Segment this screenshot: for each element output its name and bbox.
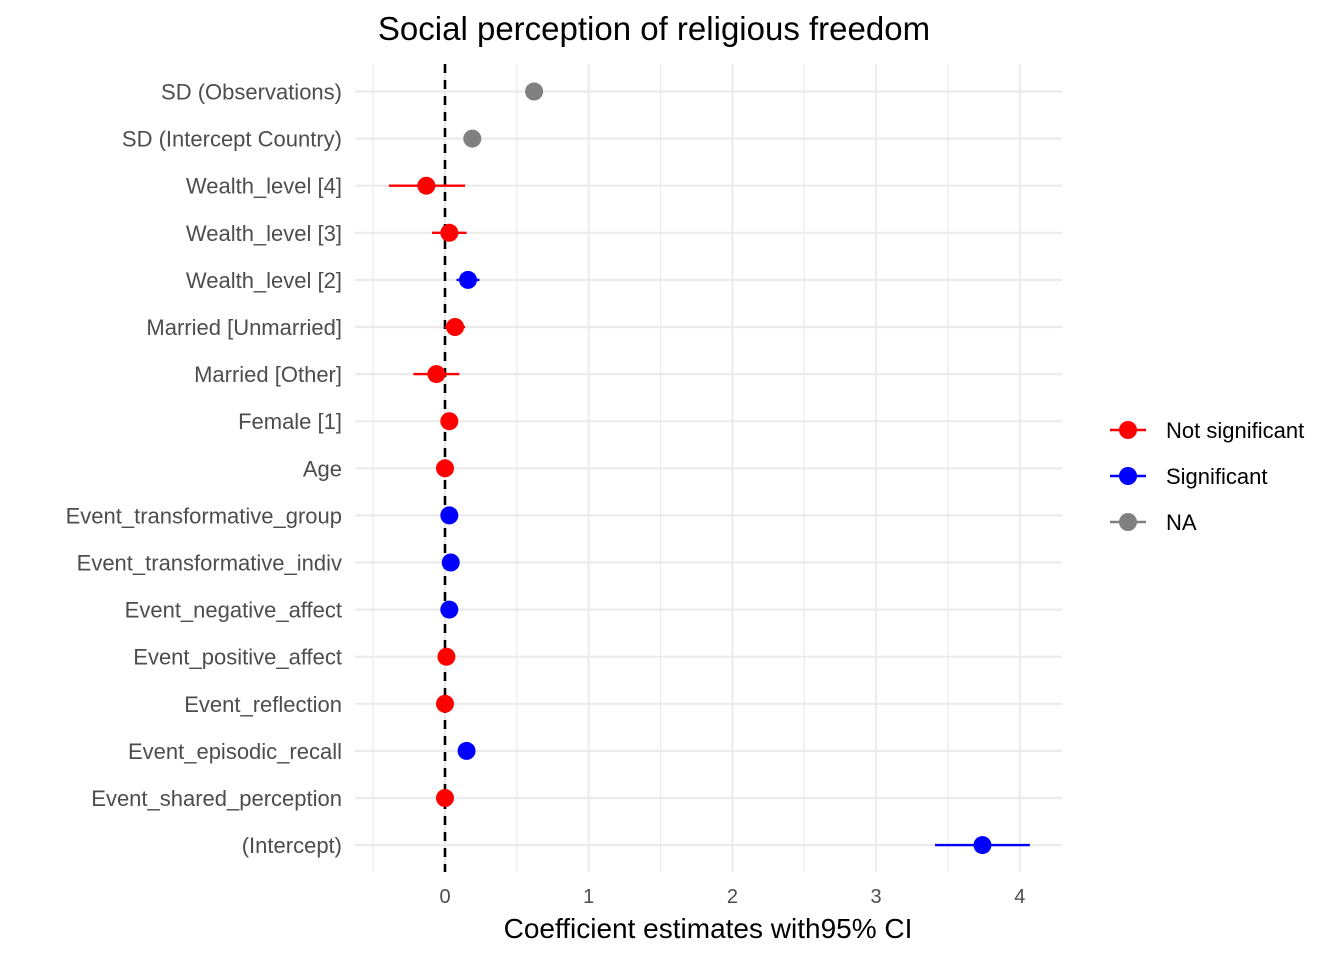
estimate-point	[458, 270, 477, 289]
y-tick-label: Event_negative_affect	[125, 598, 342, 623]
estimate-point	[436, 459, 454, 478]
y-tick-label: Event_positive_affect	[133, 645, 342, 670]
y-tick-label: (Intercept)	[242, 833, 342, 858]
x-tick-label: 2	[727, 886, 738, 908]
x-tick-label: 3	[871, 886, 882, 908]
estimate-point	[427, 365, 446, 384]
legend-key-point	[1119, 467, 1137, 485]
legend: Not significant Significant NA	[1110, 418, 1304, 535]
legend-item: Not significant	[1110, 418, 1304, 443]
y-tick-label: Female [1]	[238, 409, 342, 434]
y-tick-label: SD (Intercept Country)	[122, 127, 342, 152]
legend-item: Significant	[1110, 464, 1268, 489]
estimate-point	[525, 82, 544, 101]
x-tick-label: 0	[439, 886, 450, 908]
y-tick-label: Wealth_level [2]	[186, 268, 342, 293]
legend-label: NA	[1166, 510, 1197, 535]
x-axis-title: Coefficient estimates with95% CI	[504, 913, 913, 944]
legend-key-point	[1119, 513, 1137, 531]
y-tick-label: Wealth_level [4]	[186, 174, 342, 199]
y-tick-label: Married [Unmarried]	[146, 315, 342, 340]
estimate-point	[441, 553, 460, 572]
legend-key-point	[1119, 421, 1137, 439]
y-tick-label: Event_episodic_recall	[128, 739, 342, 764]
estimate-point	[446, 318, 465, 336]
estimate-point	[463, 129, 482, 148]
y-tick-label: Age	[303, 456, 342, 481]
estimate-point	[440, 600, 459, 619]
estimate-point	[973, 836, 992, 855]
y-tick-label: Wealth_level [3]	[186, 221, 342, 246]
y-tick-label: SD (Observations)	[161, 80, 342, 105]
estimate-point	[417, 176, 436, 195]
chart-title: Social perception of religious freedom	[378, 10, 930, 47]
legend-item: NA	[1110, 510, 1197, 535]
y-tick-label: Married [Other]	[194, 362, 342, 387]
y-axis-labels: SD (Observations) SD (Intercept Country) W…	[66, 80, 342, 859]
estimate-point	[436, 694, 454, 713]
estimate-point	[440, 223, 459, 242]
legend-label: Significant	[1166, 464, 1268, 489]
legend-label: Not significant	[1166, 418, 1304, 443]
y-tick-label: Event_reflection	[184, 692, 342, 717]
y-tick-label: Event_transformative_indiv	[77, 551, 342, 576]
estimate-point	[440, 412, 459, 431]
x-axis-labels: 0 1 2 3 4	[439, 886, 1025, 908]
estimate-point	[437, 647, 456, 666]
data-marks	[388, 82, 1030, 855]
x-tick-label: 4	[1014, 886, 1025, 908]
y-tick-label: Event_transformative_group	[66, 503, 342, 528]
estimate-point	[436, 789, 454, 807]
estimate-point	[440, 506, 459, 525]
x-tick-label: 1	[583, 886, 594, 908]
estimate-point	[457, 741, 476, 760]
y-tick-label: Event_shared_perception	[91, 786, 342, 811]
